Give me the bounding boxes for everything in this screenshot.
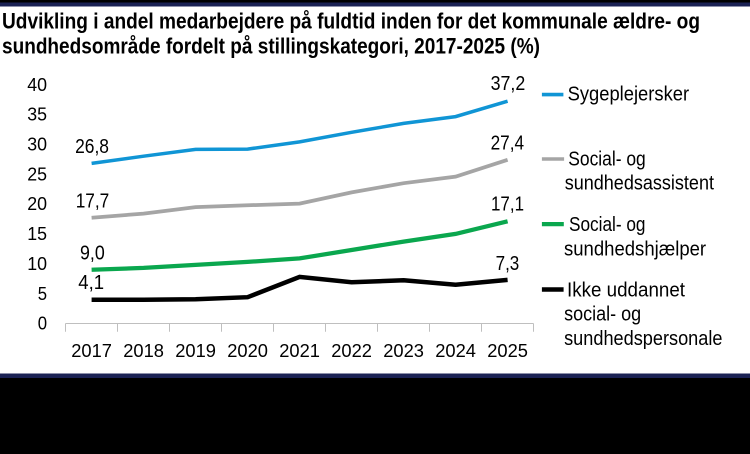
svg-text:15: 15 — [27, 223, 47, 244]
svg-text:40: 40 — [27, 74, 47, 95]
svg-text:Social- og: Social- og — [568, 148, 645, 170]
svg-text:Ikke uddannet: Ikke uddannet — [567, 280, 685, 302]
svg-text:2025: 2025 — [487, 340, 528, 361]
svg-text:2020: 2020 — [227, 340, 268, 361]
svg-text:sundhedsområde fordelt på stil: sundhedsområde fordelt på stillingskateg… — [2, 34, 540, 59]
svg-text:2021: 2021 — [279, 340, 320, 361]
svg-text:30: 30 — [27, 134, 47, 155]
svg-text:27,4: 27,4 — [491, 132, 524, 155]
svg-text:20: 20 — [27, 193, 47, 214]
svg-text:5: 5 — [38, 283, 47, 304]
svg-text:4,1: 4,1 — [78, 271, 104, 294]
svg-text:7,3: 7,3 — [496, 252, 520, 275]
svg-text:2024: 2024 — [435, 340, 476, 361]
svg-text:2018: 2018 — [123, 340, 164, 361]
svg-text:sundhedspersonale: sundhedspersonale — [564, 328, 722, 350]
svg-text:25: 25 — [27, 163, 47, 184]
svg-text:social- og: social- og — [564, 304, 641, 326]
svg-text:sundhedshjælper: sundhedshjælper — [564, 239, 706, 261]
svg-text:Udvikling i andel medarbejdere: Udvikling i andel medarbejdere på fuldti… — [2, 9, 700, 34]
svg-text:35: 35 — [27, 104, 47, 125]
svg-text:37,2: 37,2 — [491, 72, 526, 95]
svg-text:Social- og: Social- og — [569, 214, 646, 236]
svg-text:2019: 2019 — [175, 340, 216, 361]
svg-text:26,8: 26,8 — [75, 135, 109, 158]
svg-text:17,7: 17,7 — [76, 189, 110, 212]
svg-text:2022: 2022 — [331, 340, 372, 361]
svg-text:17,1: 17,1 — [491, 193, 524, 216]
svg-text:9,0: 9,0 — [80, 242, 105, 265]
svg-text:Sygeplejersker: Sygeplejersker — [568, 83, 690, 105]
svg-text:10: 10 — [27, 253, 47, 274]
svg-text:sundhedsassistent: sundhedsassistent — [565, 172, 715, 194]
svg-text:2017: 2017 — [71, 340, 112, 361]
svg-text:0: 0 — [38, 313, 47, 334]
svg-text:2023: 2023 — [383, 340, 424, 361]
